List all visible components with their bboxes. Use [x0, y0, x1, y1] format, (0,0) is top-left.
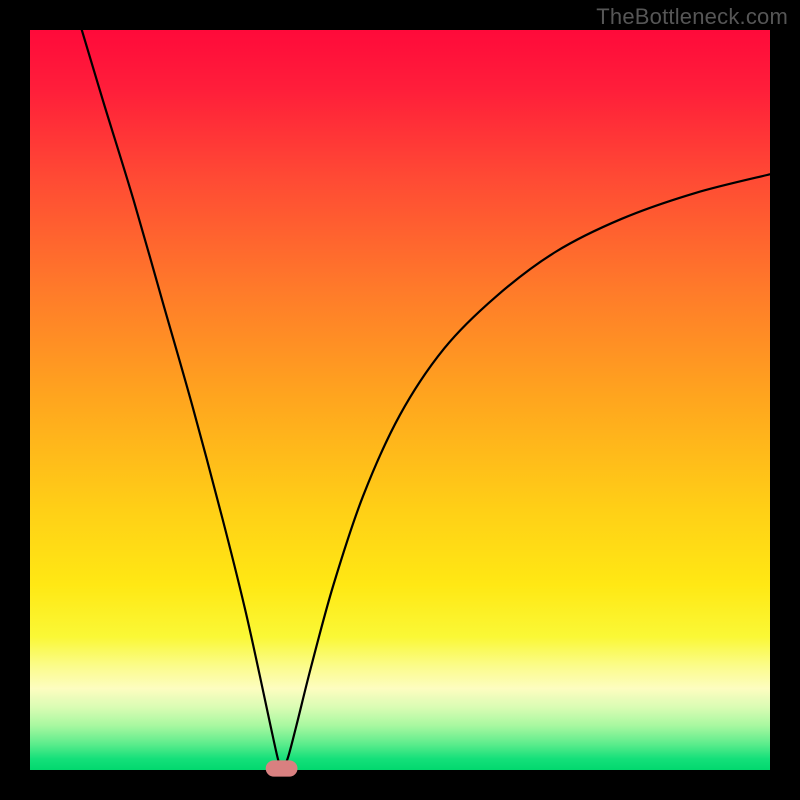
chart-svg — [0, 0, 800, 800]
chart-plot-area — [30, 30, 770, 770]
watermark-text: TheBottleneck.com — [596, 4, 788, 30]
optimal-point-marker — [266, 760, 298, 776]
bottleneck-chart: TheBottleneck.com — [0, 0, 800, 800]
